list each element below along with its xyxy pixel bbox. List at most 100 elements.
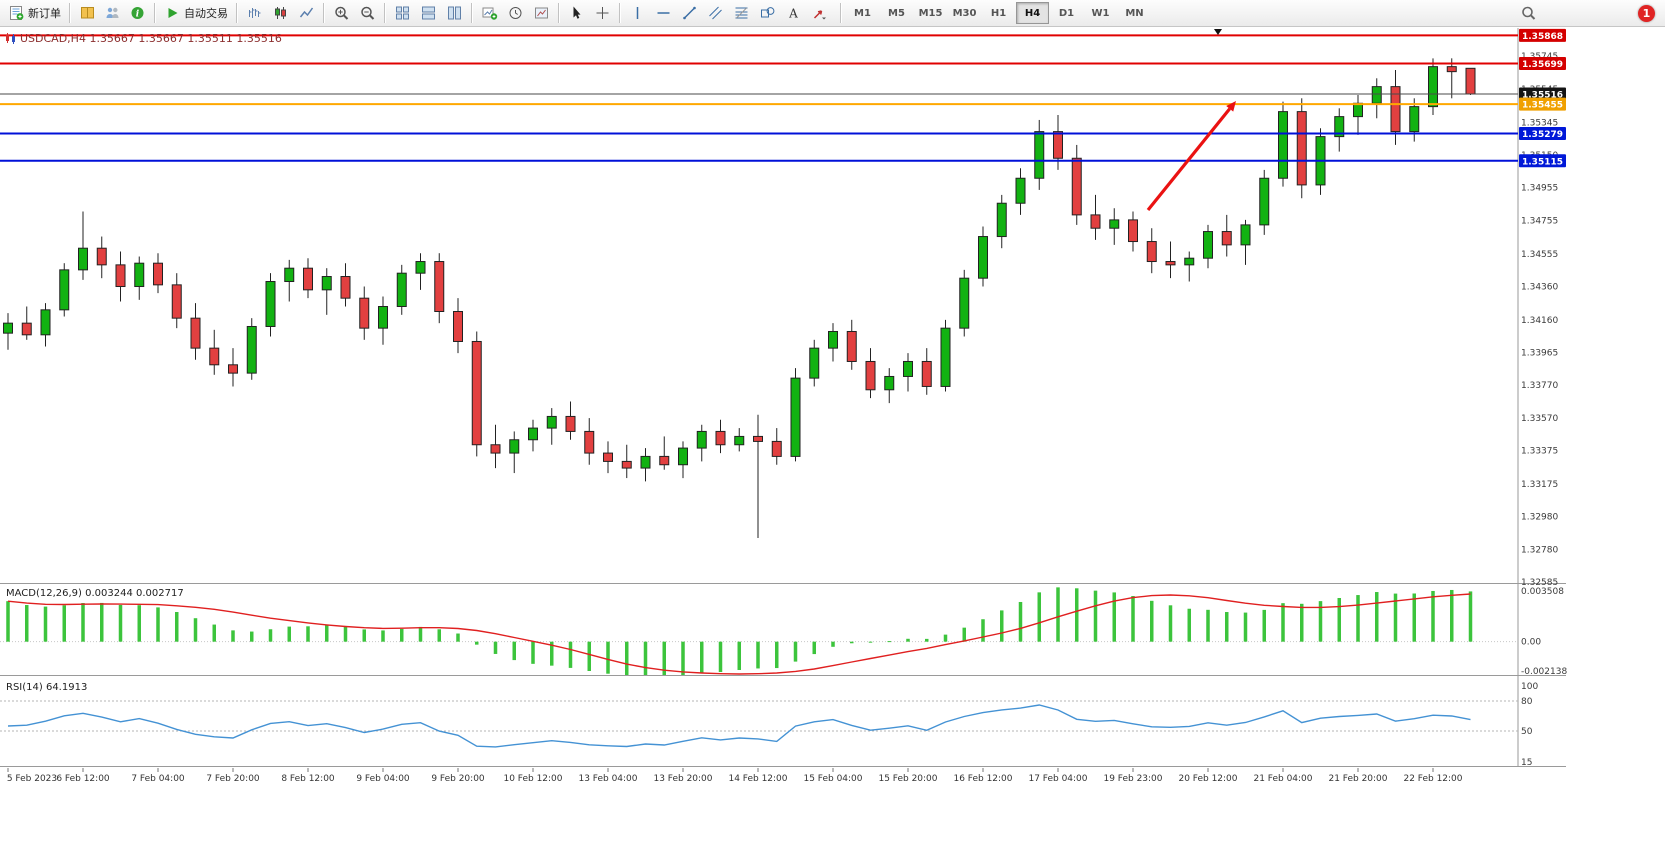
- toolbar-divider: [384, 3, 386, 23]
- svg-text:0.00: 0.00: [1521, 638, 1541, 648]
- price-badge: [1519, 56, 1566, 70]
- line-chart-icon: [298, 5, 315, 21]
- periods-clock-button[interactable]: [503, 2, 528, 24]
- zoom-in-button[interactable]: [329, 2, 354, 24]
- time-axis[interactable]: 5 Feb 2023 6 Feb 12:00 7 Feb 04:00 7 Feb 20…: [7, 768, 1463, 784]
- trend-line-icon: [681, 5, 698, 21]
- trend-line-button[interactable]: [677, 2, 702, 24]
- fibonacci-button[interactable]: [729, 2, 754, 24]
- price-axis[interactable]: 1.357451.355451.353451.351501.349551.347…: [1521, 52, 1558, 588]
- text-icon: A: [785, 5, 802, 21]
- bar-chart-icon: [246, 5, 263, 21]
- svg-text:1.34755: 1.34755: [1521, 217, 1558, 227]
- tile-horizontal-button[interactable]: [416, 2, 441, 24]
- svg-text:1.32780: 1.32780: [1521, 546, 1558, 556]
- timeframe-M15[interactable]: M15: [918, 7, 943, 19]
- svg-text:1.33175: 1.33175: [1521, 480, 1558, 490]
- autotrading-button[interactable]: 自动交易: [160, 2, 232, 24]
- toolbar-divider: [471, 3, 473, 23]
- toolbar-divider: [236, 3, 238, 23]
- timeframe-W1[interactable]: W1: [1091, 7, 1110, 19]
- horizontal-line[interactable]: 1.35868: [0, 28, 1566, 42]
- svg-text:1.35868: 1.35868: [1522, 32, 1563, 42]
- chart-canvas[interactable]: 1.357451.355451.353451.351501.349551.347…: [0, 28, 1665, 843]
- horizontal-line-button[interactable]: [651, 2, 676, 24]
- horizontal-line[interactable]: 1.35455: [0, 97, 1566, 111]
- candles[interactable]: [3, 58, 1476, 539]
- toolbar-divider: [323, 3, 325, 23]
- svg-text:1.32585: 1.32585: [1521, 578, 1558, 588]
- text-button[interactable]: A: [781, 2, 806, 24]
- tile-windows-button[interactable]: [390, 2, 415, 24]
- autotrading-label: 自动交易: [184, 8, 228, 20]
- fibonacci-icon: [733, 5, 750, 21]
- timeframe-H1[interactable]: H1: [990, 7, 1007, 19]
- community-button[interactable]: i: [125, 2, 150, 24]
- horizontal-line[interactable]: 1.35115: [0, 154, 1566, 168]
- community-icon: i: [129, 5, 146, 21]
- candle-chart-button[interactable]: [268, 2, 293, 24]
- price-badge: [1519, 87, 1566, 101]
- svg-text:13 Feb 20:00: 13 Feb 20:00: [653, 774, 712, 784]
- svg-text:1.33770: 1.33770: [1521, 381, 1558, 391]
- svg-text:0.003508: 0.003508: [1521, 587, 1564, 597]
- arrow-tool-button[interactable]: [807, 2, 832, 24]
- svg-text:50: 50: [1521, 727, 1533, 737]
- svg-text:17 Feb 04:00: 17 Feb 04:00: [1028, 774, 1087, 784]
- cursor-button[interactable]: [564, 2, 589, 24]
- channel-icon: [707, 5, 724, 21]
- search-icon: [1520, 5, 1537, 21]
- periods-clock-icon: [507, 5, 524, 21]
- timeframe-M30[interactable]: M30: [952, 7, 977, 19]
- new-order-icon: [8, 5, 25, 21]
- horizontal-line[interactable]: 1.35699: [0, 56, 1566, 70]
- timeframe-M5[interactable]: M5: [888, 7, 905, 19]
- svg-text:1.32980: 1.32980: [1521, 512, 1558, 522]
- tile-vertical-button[interactable]: [442, 2, 467, 24]
- history-center-icon: [79, 5, 96, 21]
- crosshair-button[interactable]: [590, 2, 615, 24]
- svg-text:21 Feb 04:00: 21 Feb 04:00: [1253, 774, 1312, 784]
- horizontal-line[interactable]: 1.35279: [0, 126, 1566, 140]
- svg-text:-0.002138: -0.002138: [1521, 667, 1567, 677]
- svg-text:9 Feb 20:00: 9 Feb 20:00: [431, 774, 485, 784]
- trend-arrow-annotation[interactable]: [1146, 101, 1236, 212]
- vertical-line-button[interactable]: [625, 2, 650, 24]
- notification-badge[interactable]: 1: [1638, 4, 1655, 22]
- bar-chart-button[interactable]: [242, 2, 267, 24]
- zoom-out-button[interactable]: [355, 2, 380, 24]
- contacts-button[interactable]: [100, 2, 125, 24]
- horizontal-line[interactable]: 1.35516: [0, 87, 1566, 101]
- price-badge: [1519, 154, 1566, 168]
- new-order-button[interactable]: 新订单: [4, 2, 65, 24]
- new-chart-button[interactable]: [477, 2, 502, 24]
- rsi-indicator[interactable]: 100 80 50 15: [0, 682, 1538, 768]
- toolbar-divider: [619, 3, 621, 23]
- svg-text:15: 15: [1521, 758, 1532, 768]
- svg-text:1.33570: 1.33570: [1521, 414, 1558, 424]
- timeframe-MN[interactable]: MN: [1125, 7, 1144, 19]
- svg-text:80: 80: [1521, 697, 1533, 707]
- svg-text:1.35345: 1.35345: [1521, 118, 1558, 128]
- channel-button[interactable]: [703, 2, 728, 24]
- templates-icon: [533, 5, 550, 21]
- history-center-button[interactable]: [75, 2, 100, 24]
- chart-top-marker: [1214, 29, 1222, 35]
- toolbar-divider: [69, 3, 71, 23]
- cursor-icon: [568, 5, 585, 21]
- templates-button[interactable]: [529, 2, 554, 24]
- timeframe-M1[interactable]: M1: [854, 7, 871, 19]
- svg-text:6 Feb 12:00: 6 Feb 12:00: [56, 774, 110, 784]
- timeframe-D1[interactable]: D1: [1058, 7, 1075, 19]
- arrow-tool-icon: [811, 5, 828, 21]
- search-button[interactable]: [1516, 2, 1541, 24]
- chart-window[interactable]: 1.357451.355451.353451.351501.349551.347…: [0, 28, 1665, 843]
- line-chart-button[interactable]: [294, 2, 319, 24]
- tile-vertical-icon: [446, 5, 463, 21]
- new-order-label: 新订单: [28, 8, 61, 20]
- timeframe-H4[interactable]: H4: [1016, 2, 1049, 24]
- svg-text:15 Feb 04:00: 15 Feb 04:00: [803, 774, 862, 784]
- macd-indicator[interactable]: 0.003508 0.00 -0.002138: [0, 587, 1567, 677]
- svg-text:1.35115: 1.35115: [1522, 157, 1563, 167]
- shapes-button[interactable]: [755, 2, 780, 24]
